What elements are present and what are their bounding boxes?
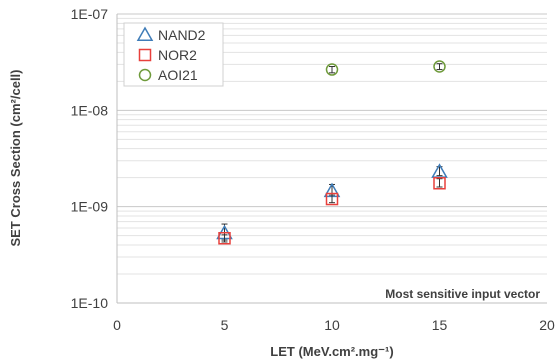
x-tick-label: 20 [539,317,555,333]
legend-nand2-label: NAND2 [158,27,206,43]
legend-nor2-label: NOR2 [158,47,197,63]
legend-nand2-marker [136,26,154,41]
y-tick-label: 1E-09 [71,199,109,215]
legend-nor2-marker [138,48,152,62]
legend-aoi21-label: AOI21 [158,67,198,83]
legend-aoi21-marker [138,68,152,82]
x-tick-label: 15 [432,317,448,333]
y-tick-label: 1E-10 [71,295,109,311]
legend-box [123,22,224,87]
tick-labels: 0 5 10 15 20 1E-10 1E-09 1E-08 1E-07 [71,6,555,333]
annotation-label: Most sensitive input vector [385,287,540,301]
x-axis-title: LET (MeV.cm².mg⁻¹) [270,344,393,359]
axes [116,14,547,304]
nor2-point [433,177,446,190]
y-tick-label: 1E-07 [71,6,109,22]
legend: NAND2 NOR2 AOI21 [123,22,224,87]
nor2-point [325,192,339,206]
y-axis-title: SET Cross Section (cm²/cell) [8,70,23,247]
aoi21-point [325,63,339,76]
y-tick-label: 1E-08 [71,102,109,118]
nor2-point [218,232,231,245]
x-tick-label: 10 [324,317,340,333]
aoi21-point [433,60,446,73]
x-tick-label: 5 [221,317,229,333]
data-points [216,60,448,245]
x-tick-label: 0 [113,317,121,333]
